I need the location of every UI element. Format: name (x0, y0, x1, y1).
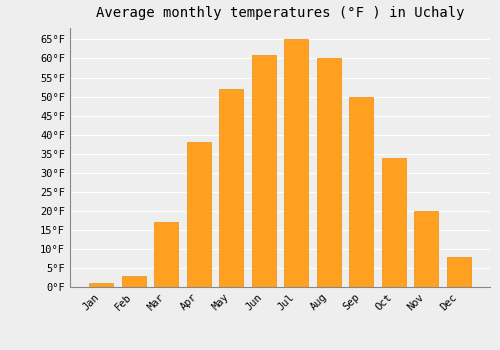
Bar (316, 58, 341, 287)
Bar (89, 283, 114, 287)
Bar (349, 97, 374, 287)
Bar (122, 275, 146, 287)
Title: Average monthly temperatures (°F ) in Uchaly: Average monthly temperatures (°F ) in Uc… (96, 6, 464, 20)
Bar (252, 55, 276, 287)
Bar (219, 89, 244, 287)
Bar (284, 40, 308, 287)
Bar (186, 142, 211, 287)
Bar (382, 158, 406, 287)
Bar (446, 257, 471, 287)
Bar (414, 211, 438, 287)
Bar (154, 222, 178, 287)
